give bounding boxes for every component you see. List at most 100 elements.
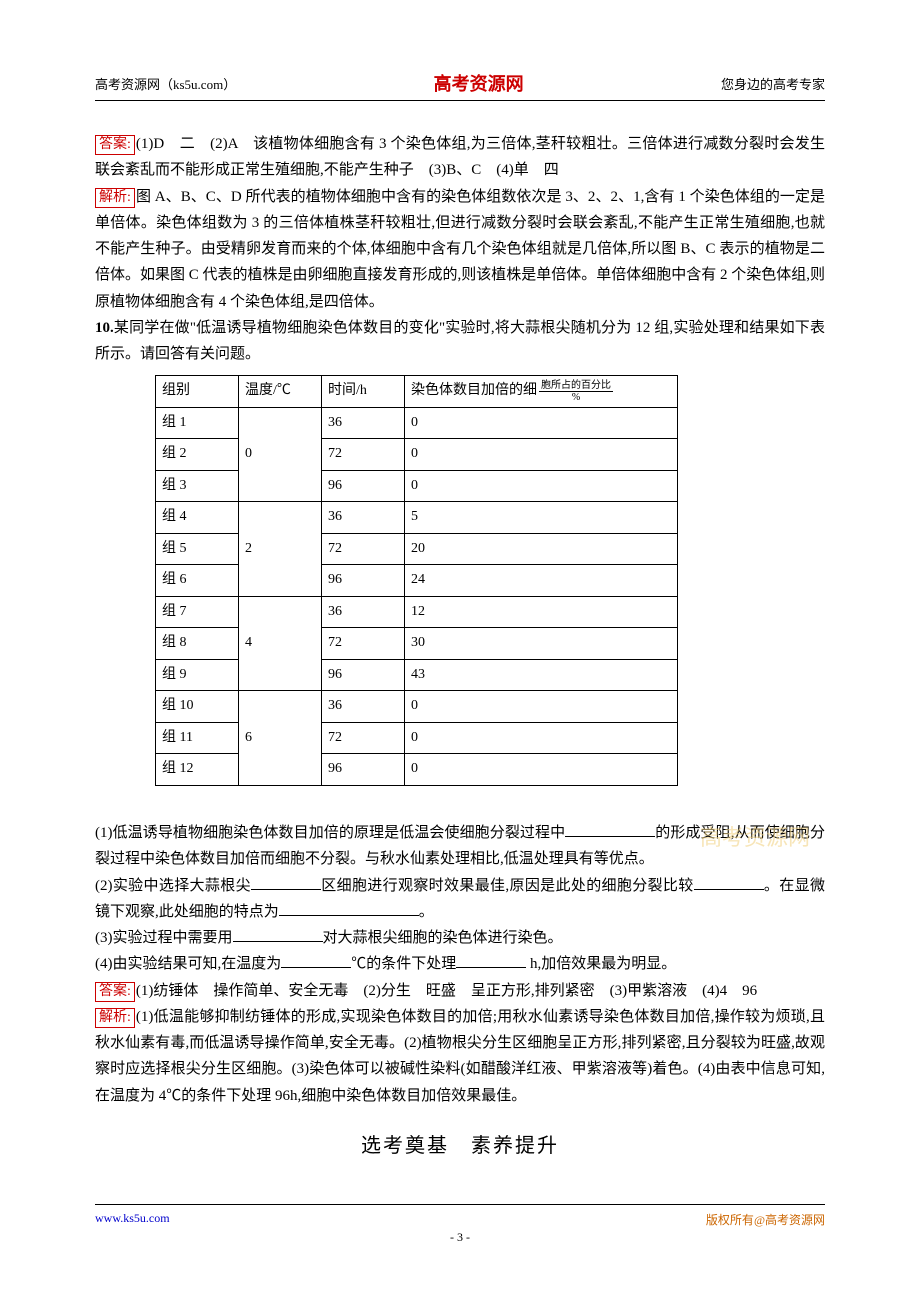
q3-part-a: (3)实验过程中需要用: [95, 930, 233, 946]
experiment-table: 组别 温度/℃ 时间/h 染色体数目加倍的细胞所占的百分比% 组 10360组 …: [155, 375, 678, 786]
cell-temp: 6: [239, 691, 322, 786]
cell-percent: 30: [405, 628, 678, 660]
th-pct-frac: 胞所占的百分比%: [539, 380, 613, 403]
q1-part-a: (1)低温诱导植物细胞染色体数目加倍的原理是低温会使细胞分裂过程中: [95, 825, 565, 841]
footer-url: www.ks5u.com: [95, 1211, 170, 1228]
cell-group: 组 5: [156, 533, 239, 565]
subquestion-2: (2)实验中选择大蒜根尖区细胞进行观察时效果最佳,原因是此处的细胞分裂比较。在显…: [95, 873, 825, 926]
answer-block-9: 答案:(1)D 二 (2)A 该植物体细胞含有 3 个染色体组,为三倍体,茎秆较…: [95, 131, 825, 184]
cell-time: 96: [322, 565, 405, 597]
cell-time: 72: [322, 628, 405, 660]
cell-group: 组 7: [156, 596, 239, 628]
th-group: 组别: [156, 376, 239, 408]
cell-group: 组 6: [156, 565, 239, 597]
header-left: 高考资源网（ks5u.com）: [95, 74, 236, 93]
table-row: 组 2 720: [156, 439, 678, 471]
blank: [281, 952, 351, 968]
cell-time: 72: [322, 533, 405, 565]
cell-percent: 43: [405, 659, 678, 691]
cell-percent: 0: [405, 691, 678, 723]
th-pct-num: 胞所占的百分比: [539, 380, 613, 392]
subquestion-1: (1)低温诱导植物细胞染色体数目加倍的原理是低温会使细胞分裂过程中的形成受阻,从…: [95, 820, 825, 873]
blank: [694, 874, 764, 890]
page-footer: www.ks5u.com 版权所有@高考资源网: [95, 1204, 825, 1228]
table-row: 组 9 9643: [156, 659, 678, 691]
table-row: 组 3 960: [156, 470, 678, 502]
cell-group: 组 9: [156, 659, 239, 691]
analysis-block-10: 解析:(1)低温能够抑制纺锤体的形成,实现染色体数目的加倍;用秋水仙素诱导染色体…: [95, 1004, 825, 1109]
q2-part-d: 。: [419, 904, 434, 920]
cell-group: 组 2: [156, 439, 239, 471]
blank: [279, 900, 419, 916]
cell-percent: 0: [405, 439, 678, 471]
cell-time: 36: [322, 596, 405, 628]
cell-group: 组 1: [156, 407, 239, 439]
analysis-10-text: (1)低温能够抑制纺锤体的形成,实现染色体数目的加倍;用秋水仙素诱导染色体数目加…: [95, 1009, 825, 1104]
cell-percent: 24: [405, 565, 678, 597]
footer-right-prefix: 版权所有: [706, 1213, 754, 1227]
cell-percent: 5: [405, 502, 678, 534]
cell-group: 组 3: [156, 470, 239, 502]
blank: [251, 874, 321, 890]
cell-percent: 12: [405, 596, 678, 628]
cell-group: 组 11: [156, 722, 239, 754]
table-row: 组 12 960: [156, 754, 678, 786]
cell-group: 组 4: [156, 502, 239, 534]
th-pct-prefix: 染色体数目加倍的细: [411, 383, 537, 398]
q4-part-a: (4)由实验结果可知,在温度为: [95, 956, 281, 972]
table-row: 组 106360: [156, 691, 678, 723]
cell-time: 36: [322, 407, 405, 439]
cell-time: 36: [322, 691, 405, 723]
cell-group: 组 10: [156, 691, 239, 723]
cell-time: 72: [322, 722, 405, 754]
cell-group: 组 8: [156, 628, 239, 660]
footer-right-suffix: @高考资源网: [754, 1213, 825, 1227]
cell-percent: 0: [405, 722, 678, 754]
page-header: 高考资源网（ks5u.com） 高考资源网 您身边的高考专家: [95, 70, 825, 101]
table-row: 组 42365: [156, 502, 678, 534]
cell-group: 组 12: [156, 754, 239, 786]
table-row: 组 5 7220: [156, 533, 678, 565]
table-row: 组 8 7230: [156, 628, 678, 660]
analysis-block-9: 解析:图 A、B、C、D 所代表的植物体细胞中含有的染色体组数依次是 3、2、2…: [95, 184, 825, 315]
section-title: 选考奠基 素养提升: [95, 1129, 825, 1164]
cell-time: 96: [322, 659, 405, 691]
q4-part-c: h,加倍效果最为明显。: [526, 956, 676, 972]
cell-time: 72: [322, 439, 405, 471]
question-number-10: 10.: [95, 320, 114, 336]
table-row: 组 743612: [156, 596, 678, 628]
table-row: 组 10360: [156, 407, 678, 439]
document-body: 答案:(1)D 二 (2)A 该植物体细胞含有 3 个染色体组,为三倍体,茎秆较…: [95, 131, 825, 1164]
answer-label: 答案:: [95, 135, 135, 155]
th-time: 时间/h: [322, 376, 405, 408]
blank: [565, 821, 655, 837]
cell-temp: 2: [239, 502, 322, 597]
cell-temp: 4: [239, 596, 322, 691]
cell-percent: 0: [405, 407, 678, 439]
q4-part-b: ℃的条件下处理: [351, 956, 456, 972]
subquestion-4: (4)由实验结果可知,在温度为 ℃的条件下处理 h,加倍效果最为明显。: [95, 951, 825, 977]
cell-time: 96: [322, 754, 405, 786]
blank: [456, 952, 526, 968]
question-10-text: 某同学在做"低温诱导植物细胞染色体数目的变化"实验时,将大蒜根尖随机分为 12 …: [95, 320, 825, 362]
cell-percent: 20: [405, 533, 678, 565]
table-row: 组 6 9624: [156, 565, 678, 597]
th-pct-den: %: [539, 392, 613, 403]
answer-10-text: (1)纺锤体 操作简单、安全无毒 (2)分生 旺盛 呈正方形,排列紧密 (3)甲…: [136, 983, 757, 999]
q2-part-b: 区细胞进行观察时效果最佳,原因是此处的细胞分裂比较: [321, 878, 694, 894]
cell-percent: 0: [405, 470, 678, 502]
q2-part-a: (2)实验中选择大蒜根尖: [95, 878, 251, 894]
th-pct: 染色体数目加倍的细胞所占的百分比%: [405, 376, 678, 408]
th-temp: 温度/℃: [239, 376, 322, 408]
header-right: 您身边的高考专家: [721, 74, 825, 93]
analysis-label: 解析:: [95, 188, 135, 208]
subquestion-3: (3)实验过程中需要用对大蒜根尖细胞的染色体进行染色。: [95, 925, 825, 951]
cell-temp: 0: [239, 407, 322, 502]
table-row: 组 11 720: [156, 722, 678, 754]
header-center-logo: 高考资源网: [434, 70, 524, 96]
answer-block-10: 答案:(1)纺锤体 操作简单、安全无毒 (2)分生 旺盛 呈正方形,排列紧密 (…: [95, 978, 825, 1004]
cell-percent: 0: [405, 754, 678, 786]
blank: [233, 926, 323, 942]
page-number: - 3 -: [95, 1230, 825, 1245]
cell-time: 96: [322, 470, 405, 502]
